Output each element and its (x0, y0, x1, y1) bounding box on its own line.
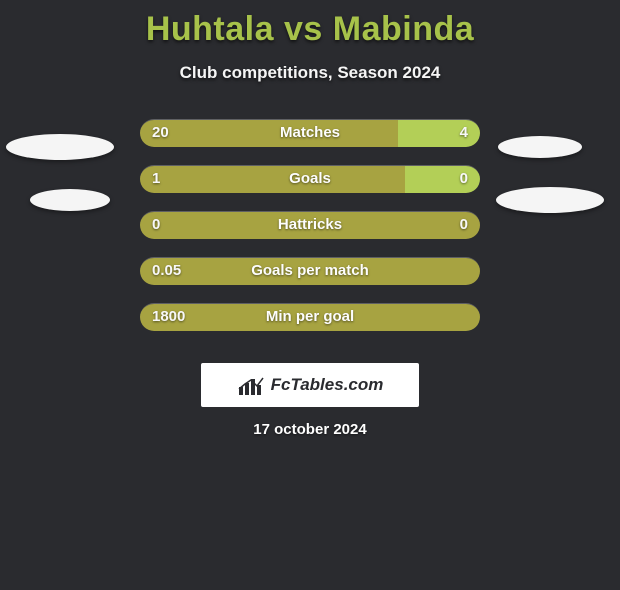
stat-value-left: 0 (152, 211, 160, 239)
stat-value-right: 4 (460, 119, 468, 147)
stat-label: Matches (140, 119, 480, 147)
bar-chart-icon (237, 375, 267, 395)
vs-text: vs (284, 10, 323, 48)
stat-label: Hattricks (140, 211, 480, 239)
stat-label: Min per goal (140, 303, 480, 331)
stat-row: Hattricks0 0 (0, 211, 620, 239)
stat-label: Goals per match (140, 257, 480, 285)
player-right-ellipse (496, 187, 604, 213)
stat-value-right: 0 (460, 165, 468, 193)
player-left-name: Huhtala (146, 10, 274, 48)
player-right-ellipse (498, 136, 582, 158)
stat-row: Goals per match0.05 (0, 257, 620, 285)
brand-box: FcTables.com (201, 363, 419, 407)
stat-value-left: 0.05 (152, 257, 181, 285)
subtitle: Club competitions, Season 2024 (0, 63, 620, 83)
stat-value-left: 1800 (152, 303, 185, 331)
player-left-ellipse (30, 189, 110, 211)
stat-value-left: 20 (152, 119, 169, 147)
player-right-name: Mabinda (333, 10, 474, 48)
stat-value-left: 1 (152, 165, 160, 193)
stat-label: Goals (140, 165, 480, 193)
player-left-ellipse (6, 134, 114, 160)
brand-text: FcTables.com (271, 375, 384, 395)
stat-row: Min per goal1800 (0, 303, 620, 331)
page-title: Huhtala vs Mabinda (0, 10, 620, 49)
stat-value-right: 0 (460, 211, 468, 239)
date-text: 17 october 2024 (0, 421, 620, 438)
